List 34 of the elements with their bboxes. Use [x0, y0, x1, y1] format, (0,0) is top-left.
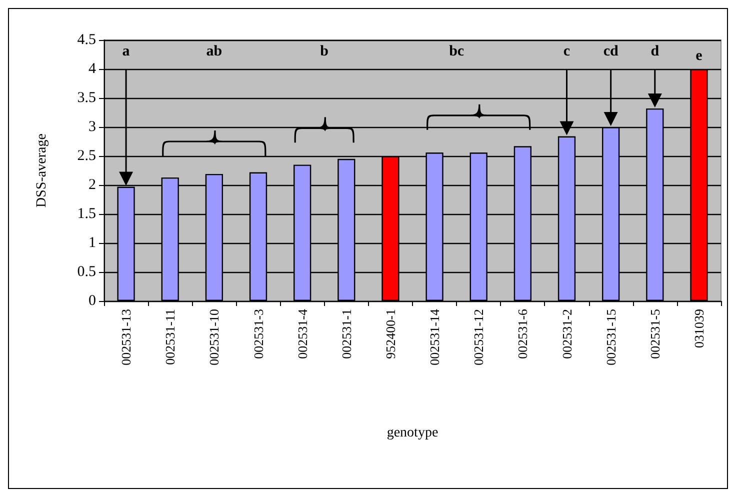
y-tick-label: 4 — [88, 61, 96, 77]
x-tick-label: 002531-15 — [603, 309, 618, 366]
x-tick-label: 002531-14 — [427, 308, 442, 366]
y-tick-label: 0.5 — [77, 264, 96, 280]
annotation: c — [563, 44, 570, 60]
annotation: ab — [206, 44, 222, 60]
x-tick-label: 002531-6 — [515, 308, 530, 359]
x-tick-label: 002531-11 — [162, 309, 178, 365]
y-tick-label: 3 — [88, 119, 96, 135]
annotation: d — [650, 44, 660, 60]
x-tick-label: 002531-5 — [647, 309, 662, 359]
annotation: bc — [449, 44, 464, 60]
x-tick-label: 002531-12 — [471, 309, 486, 366]
y-tick-label: 1 — [88, 235, 96, 251]
x-tick-label: 031039 — [691, 309, 706, 348]
x-tick-label: 952400-1 — [382, 309, 398, 359]
annotation: cd — [603, 44, 619, 60]
x-tick-label: 002531-2 — [559, 309, 574, 359]
y-tick-label: 0 — [88, 293, 96, 309]
y-tick-label: 1.5 — [77, 206, 96, 222]
y-tick-label: 2 — [88, 177, 96, 193]
y-tick-label: 4.5 — [77, 32, 96, 48]
annotation: b — [320, 44, 329, 60]
y-tick-label: 3.5 — [77, 90, 96, 106]
annotation: a — [122, 44, 130, 60]
x-tick-label: 002531-10 — [206, 309, 222, 366]
x-tick-label: 002531-1 — [338, 309, 354, 359]
x-tick-label: 002531-3 — [250, 309, 266, 359]
x-tick-label: 002531-13 — [118, 309, 134, 366]
x-tick-label: 002531-4 — [294, 308, 310, 359]
x-axis-title: genotype — [386, 426, 438, 440]
y-tick-label: 2.5 — [77, 148, 96, 164]
annotation: e — [696, 48, 703, 64]
y-axis-title: DSS-average — [34, 134, 50, 208]
